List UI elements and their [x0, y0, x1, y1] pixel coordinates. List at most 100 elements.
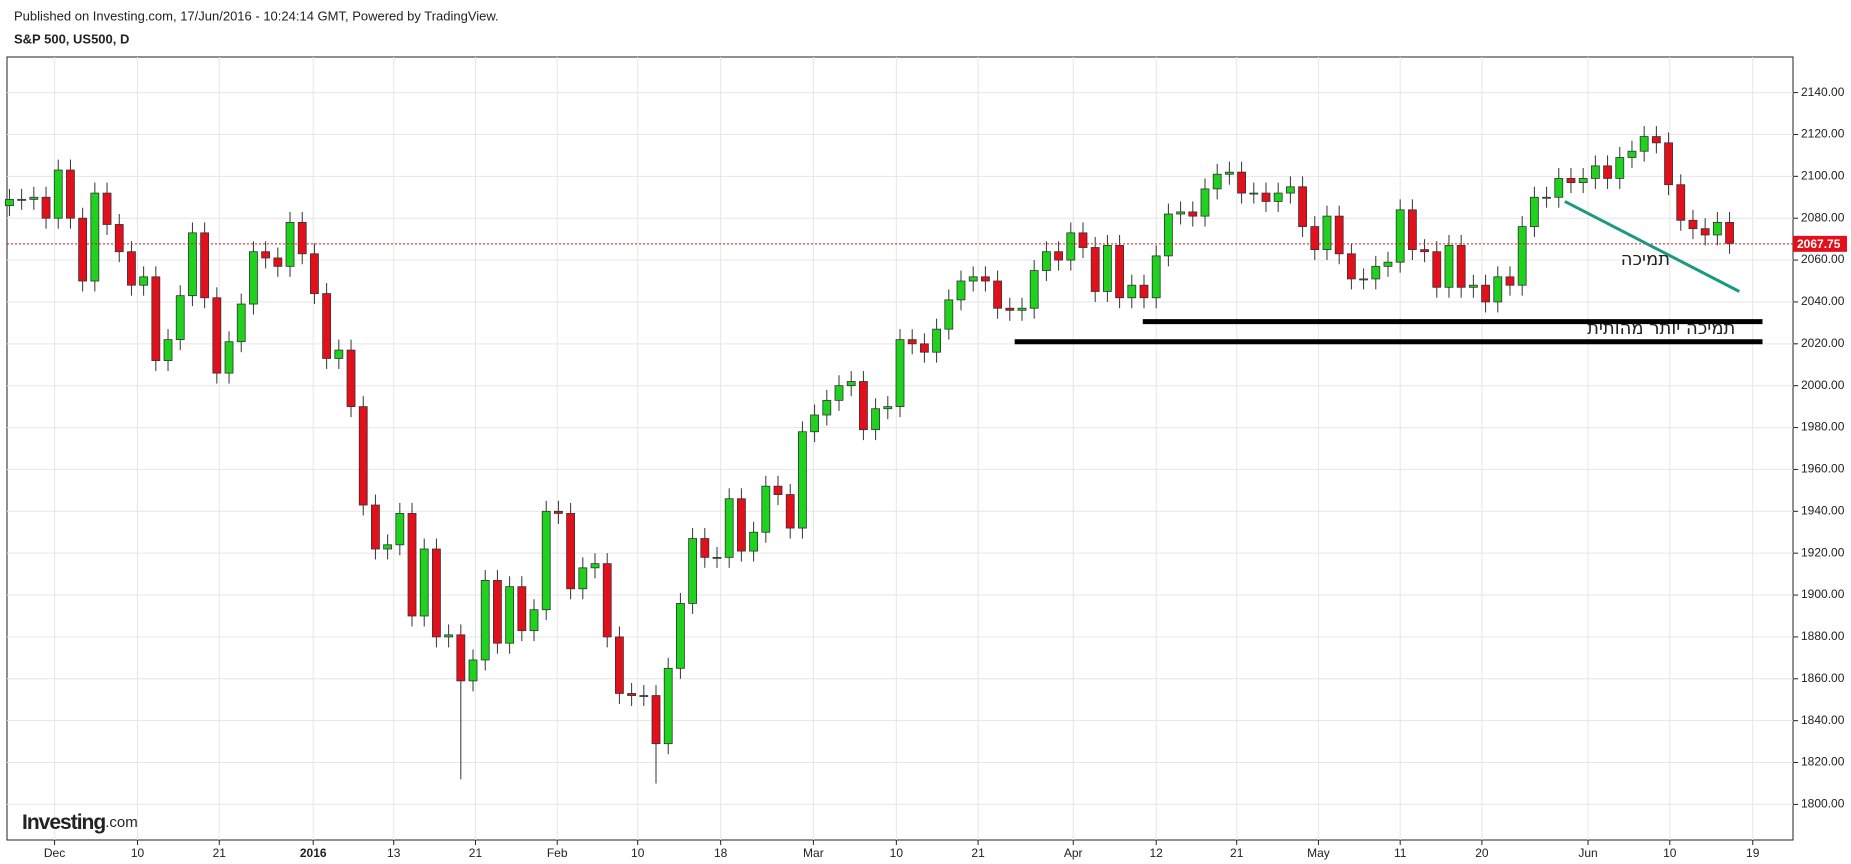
- candle-body: [541, 510, 551, 611]
- candle-body: [919, 343, 929, 353]
- candle-body: [163, 339, 173, 361]
- candle-body: [1554, 178, 1564, 198]
- logo-suffix: .com: [105, 814, 138, 831]
- x-tick-label: Jun: [1578, 846, 1597, 860]
- candle-body: [724, 498, 734, 558]
- x-tick-label: Apr: [1064, 846, 1083, 860]
- x-tick-label: 21: [469, 846, 483, 860]
- candle-body: [785, 494, 795, 529]
- candle-body: [1200, 188, 1210, 217]
- candle-body: [980, 276, 990, 282]
- candle-body: [529, 609, 539, 632]
- candle-body: [151, 276, 161, 361]
- candle-body: [590, 563, 600, 569]
- candle-body: [114, 224, 124, 253]
- candle-body: [895, 339, 905, 408]
- annotation-text: תמיכה: [1621, 249, 1670, 270]
- candle-body: [1273, 192, 1283, 202]
- candle-body: [602, 563, 612, 638]
- candle-body: [188, 232, 197, 297]
- candle-body: [1688, 219, 1698, 230]
- y-tick-label: 1980.00: [1801, 420, 1845, 434]
- candle-body: [1676, 184, 1686, 221]
- candle-body: [78, 217, 88, 282]
- candle-body: [798, 431, 807, 529]
- candle-body: [1493, 276, 1503, 303]
- candle-body: [505, 586, 515, 644]
- candle-body: [236, 303, 246, 343]
- candle-body: [90, 192, 100, 282]
- candle-body: [1139, 284, 1149, 299]
- candle-body: [1127, 284, 1137, 299]
- candle-body: [1517, 226, 1527, 286]
- y-tick-label: 2060.00: [1801, 252, 1845, 266]
- logo-main: Investing: [22, 811, 105, 834]
- candle-body: [322, 293, 332, 359]
- candle-body: [822, 399, 832, 416]
- candle-body: [615, 636, 624, 694]
- candle-body: [17, 198, 27, 201]
- candle-body: [1639, 136, 1649, 152]
- candle-body: [773, 485, 783, 495]
- candle-body: [1712, 221, 1722, 236]
- y-tick-label: 1860.00: [1801, 671, 1845, 685]
- candle-body: [1346, 253, 1356, 280]
- candle-body: [310, 253, 319, 294]
- y-tick-label: 2020.00: [1801, 336, 1845, 350]
- candle-body: [468, 659, 478, 682]
- candle-body: [1578, 178, 1588, 184]
- symbol-title: S&P 500, US500, D: [14, 31, 129, 46]
- candle-body: [1651, 136, 1661, 144]
- candle-body: [1041, 251, 1051, 271]
- candle-body: [1700, 228, 1710, 236]
- drawn-line: [1564, 200, 1741, 293]
- candle-body: [383, 544, 393, 550]
- candle-body: [5, 198, 14, 207]
- candle-body: [907, 339, 917, 345]
- y-tick-label: 2120.00: [1801, 127, 1845, 141]
- candle-body: [688, 538, 698, 604]
- candle-body: [846, 381, 856, 387]
- candle-body: [627, 693, 637, 696]
- candle-body: [578, 567, 588, 590]
- candle-body: [1359, 278, 1368, 281]
- candle-body: [371, 504, 380, 550]
- x-tick-label: 10: [890, 846, 904, 860]
- x-tick-label: 12: [1150, 846, 1164, 860]
- candle-body: [1627, 150, 1637, 158]
- candle-body: [517, 586, 527, 632]
- candle-body: [1407, 209, 1417, 251]
- candle-body: [212, 297, 222, 374]
- candle-body: [1298, 186, 1307, 227]
- candle-body: [200, 232, 210, 299]
- published-note: Published on Investing.com, 17/Jun/2016 …: [14, 8, 499, 23]
- candle-body: [1310, 226, 1320, 251]
- candle-body: [700, 538, 710, 558]
- y-tick-label: 2140.00: [1801, 85, 1845, 99]
- candle-body: [1334, 215, 1344, 255]
- x-tick-label: 2016: [300, 846, 327, 860]
- candle-body: [761, 485, 771, 533]
- x-tick-label: 21: [213, 846, 227, 860]
- candle-body: [1078, 232, 1088, 248]
- candle-body: [273, 257, 283, 267]
- x-tick-label: 19: [1746, 846, 1760, 860]
- candle-body: [1017, 307, 1027, 311]
- candle-body: [883, 406, 893, 410]
- y-tick-label: 1960.00: [1801, 462, 1845, 476]
- x-tick-label: Mar: [803, 846, 824, 860]
- candle-body: [395, 513, 405, 546]
- candle-body: [712, 556, 722, 559]
- candle-body: [53, 169, 63, 219]
- candle-body: [1224, 171, 1234, 175]
- candle-body: [480, 579, 490, 661]
- candle-body: [1505, 276, 1515, 286]
- x-tick-label: 21: [1230, 846, 1244, 860]
- candle-body: [127, 251, 136, 286]
- candle-body: [261, 251, 271, 259]
- candle-body: [493, 579, 502, 644]
- logo: Investing.com: [22, 811, 138, 834]
- candle-body: [1322, 215, 1332, 251]
- candle-body: [1590, 165, 1600, 179]
- candle-body: [285, 221, 295, 267]
